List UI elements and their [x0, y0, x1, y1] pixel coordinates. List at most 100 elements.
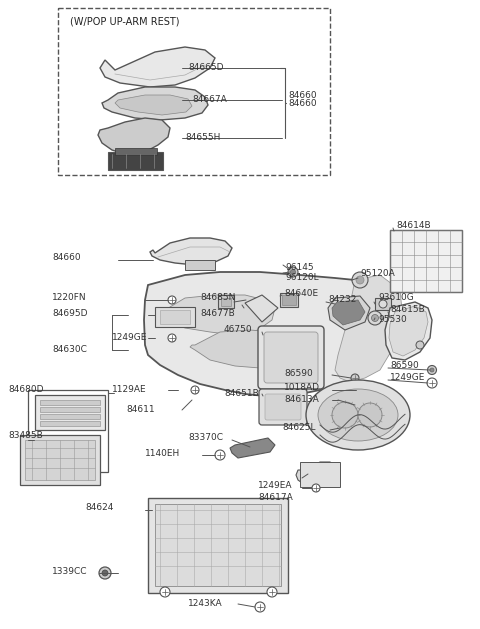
Bar — [390, 230, 462, 292]
Circle shape — [168, 334, 176, 342]
Text: 84614B: 84614B — [396, 221, 431, 230]
Text: 1018AD: 1018AD — [284, 384, 320, 392]
Circle shape — [102, 570, 108, 576]
Text: 1249EA: 1249EA — [258, 481, 292, 489]
Circle shape — [191, 386, 199, 394]
Bar — [25, 440, 95, 480]
Polygon shape — [98, 118, 170, 155]
Circle shape — [356, 386, 364, 394]
Circle shape — [427, 378, 437, 388]
Text: 96120L: 96120L — [285, 274, 319, 282]
Circle shape — [312, 484, 320, 492]
Text: 84651B: 84651B — [224, 389, 259, 398]
Circle shape — [356, 276, 364, 284]
Bar — [40, 407, 100, 412]
Polygon shape — [245, 295, 278, 322]
Text: 1243KA: 1243KA — [188, 599, 223, 608]
Polygon shape — [160, 310, 190, 324]
Polygon shape — [158, 295, 275, 335]
Text: 84695D: 84695D — [52, 308, 87, 318]
Bar — [300, 462, 340, 487]
FancyBboxPatch shape — [258, 326, 324, 389]
Text: 93610G: 93610G — [378, 294, 414, 303]
Polygon shape — [335, 275, 402, 382]
Circle shape — [368, 311, 382, 325]
FancyBboxPatch shape — [264, 332, 318, 383]
Circle shape — [430, 368, 434, 372]
Polygon shape — [385, 302, 432, 360]
Bar — [155, 504, 281, 586]
Polygon shape — [144, 272, 402, 397]
Circle shape — [160, 587, 170, 597]
Text: 84677B: 84677B — [200, 308, 235, 318]
Text: 84680D: 84680D — [8, 386, 44, 394]
Circle shape — [290, 269, 296, 274]
Circle shape — [215, 450, 225, 460]
Bar — [28, 390, 108, 472]
Polygon shape — [328, 296, 370, 330]
Text: 84624: 84624 — [85, 503, 113, 513]
Text: 1140EH: 1140EH — [145, 448, 180, 457]
Text: 84232: 84232 — [328, 296, 356, 304]
Circle shape — [332, 402, 358, 428]
Text: 84613A: 84613A — [284, 396, 319, 404]
Bar — [375, 298, 391, 310]
Bar — [282, 295, 296, 305]
Text: 84615B: 84615B — [390, 306, 425, 314]
Bar — [20, 435, 100, 485]
Circle shape — [352, 272, 368, 288]
Polygon shape — [190, 330, 295, 368]
Circle shape — [416, 341, 424, 349]
Bar — [115, 148, 157, 155]
Circle shape — [267, 587, 277, 597]
Text: 84640E: 84640E — [284, 289, 318, 298]
Polygon shape — [115, 95, 192, 115]
Bar — [185, 260, 215, 270]
Bar — [35, 395, 105, 430]
Text: 86590: 86590 — [284, 369, 313, 377]
Text: 84617A: 84617A — [258, 494, 293, 503]
Circle shape — [379, 300, 387, 308]
Text: (W/POP UP-ARM REST): (W/POP UP-ARM REST) — [70, 17, 180, 27]
Polygon shape — [150, 238, 232, 265]
Text: 1129AE: 1129AE — [112, 386, 146, 394]
FancyBboxPatch shape — [259, 389, 307, 425]
Circle shape — [168, 296, 176, 304]
Text: 84630C: 84630C — [52, 345, 87, 355]
Text: 1249GE: 1249GE — [390, 374, 425, 382]
Bar — [40, 400, 100, 405]
Bar — [221, 298, 231, 306]
Circle shape — [99, 567, 111, 579]
Text: 84665D: 84665D — [188, 64, 224, 72]
Polygon shape — [230, 438, 275, 458]
Polygon shape — [296, 462, 338, 485]
Text: 1220FN: 1220FN — [52, 294, 86, 303]
Circle shape — [358, 388, 362, 392]
Circle shape — [288, 267, 298, 277]
Polygon shape — [389, 306, 428, 356]
Bar — [148, 498, 288, 593]
Text: 95120A: 95120A — [360, 269, 395, 279]
Ellipse shape — [306, 380, 410, 450]
Text: 83370C: 83370C — [188, 433, 223, 442]
Text: 96145: 96145 — [285, 264, 313, 272]
Text: 84660: 84660 — [288, 91, 317, 99]
Circle shape — [255, 602, 265, 612]
Text: 84667A: 84667A — [192, 96, 227, 104]
Polygon shape — [332, 300, 365, 325]
Bar — [108, 152, 163, 170]
Text: 84660: 84660 — [52, 253, 81, 262]
Bar — [40, 414, 100, 419]
Circle shape — [358, 403, 382, 427]
FancyBboxPatch shape — [265, 394, 301, 420]
Ellipse shape — [318, 389, 398, 441]
Text: 84655H: 84655H — [185, 133, 220, 143]
Circle shape — [372, 314, 379, 321]
Polygon shape — [102, 87, 208, 120]
Text: 46750: 46750 — [224, 325, 252, 335]
Text: 95530: 95530 — [378, 316, 407, 325]
Text: 84660: 84660 — [288, 99, 317, 108]
Text: 84611: 84611 — [126, 406, 155, 415]
Circle shape — [428, 365, 436, 374]
Bar — [40, 421, 100, 426]
